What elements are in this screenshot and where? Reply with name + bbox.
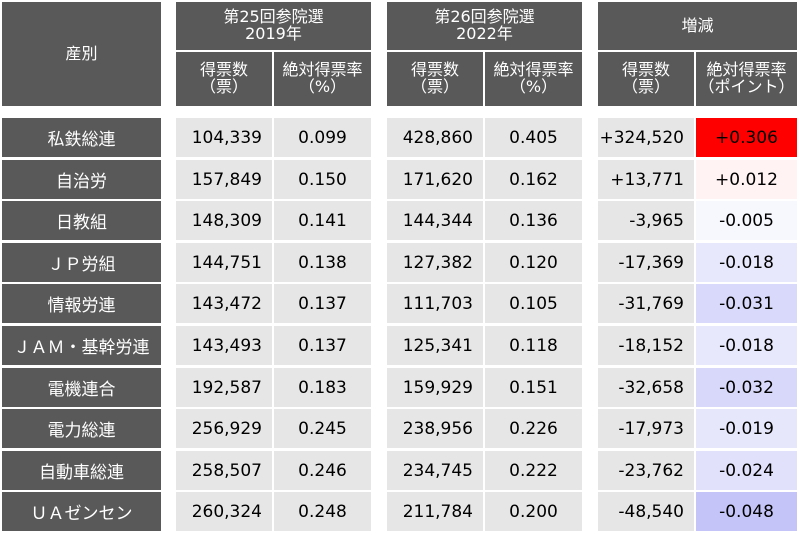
abs-rate-2022-cell: 0.118	[485, 326, 582, 365]
votes-2019-cell: 256,929	[176, 409, 272, 448]
change-rate-cell: -0.048	[696, 492, 797, 531]
change-rate-cell: -0.024	[696, 451, 797, 490]
abs-rate-2022-cell: 0.200	[485, 492, 582, 531]
votes-2019-cell: 258,507	[176, 451, 272, 490]
row-label: 自動車総連	[2, 451, 161, 490]
abs-rate-2022-cell: 0.136	[485, 201, 582, 240]
votes-2022-cell: 111,703	[387, 284, 483, 323]
election-2022-header: 第26回参院選 2022年	[387, 2, 582, 50]
abs-rate-2022-cell: 0.162	[485, 160, 582, 199]
votes-2019-cell: 143,493	[176, 326, 272, 365]
election-2019-header: 第25回参院選 2019年	[176, 2, 371, 50]
abs-rate-2022-cell: 0.105	[485, 284, 582, 323]
row-label: ＵＡゼンセン	[2, 492, 161, 531]
abs-rate-2022-cell: 0.405	[485, 118, 582, 157]
abs-rate-2022-cell: 0.222	[485, 451, 582, 490]
votes-2022-cell: 159,929	[387, 368, 483, 407]
change-votes-cell: -17,369	[598, 243, 694, 282]
change-votes-cell: -17,973	[598, 409, 694, 448]
votes-2019-cell: 260,324	[176, 492, 272, 531]
change-rate-cell: -0.019	[696, 409, 797, 448]
change-rate-cell: -0.032	[696, 368, 797, 407]
abs-rate-2022-cell: 0.151	[485, 368, 582, 407]
abs-rate-2019-cell: 0.246	[274, 451, 371, 490]
row-label: 日教組	[2, 201, 161, 240]
change-rate-header: 絶対得票率 （ポイント）	[696, 52, 797, 106]
abs-rate-2019-cell: 0.150	[274, 160, 371, 199]
change-votes-cell: -3,965	[598, 201, 694, 240]
change-votes-cell: +13,771	[598, 160, 694, 199]
votes-2019-header: 得票数 （票）	[176, 52, 272, 106]
votes-2022-cell: 428,860	[387, 118, 483, 157]
abs-rate-2022-header: 絶対得票率 （%）	[485, 52, 582, 106]
abs-rate-2019-cell: 0.141	[274, 201, 371, 240]
change-votes-cell: -23,762	[598, 451, 694, 490]
votes-2022-cell: 127,382	[387, 243, 483, 282]
votes-2019-cell: 192,587	[176, 368, 272, 407]
abs-rate-2022-cell: 0.120	[485, 243, 582, 282]
change-votes-cell: -31,769	[598, 284, 694, 323]
row-label: 電機連合	[2, 368, 161, 407]
votes-2022-cell: 171,620	[387, 160, 483, 199]
change-votes-cell: -18,152	[598, 326, 694, 365]
votes-2022-cell: 125,341	[387, 326, 483, 365]
row-label: 情報労連	[2, 284, 161, 323]
votes-2019-cell: 148,309	[176, 201, 272, 240]
abs-rate-2019-header: 絶対得票率 （%）	[274, 52, 371, 106]
votes-2019-cell: 157,849	[176, 160, 272, 199]
change-rate-cell: +0.306	[696, 118, 797, 157]
change-rate-cell: +0.012	[696, 160, 797, 199]
row-label: 自治労	[2, 160, 161, 199]
change-votes-cell: -32,658	[598, 368, 694, 407]
change-votes-cell: +324,520	[598, 118, 694, 157]
change-rate-cell: -0.018	[696, 243, 797, 282]
abs-rate-2019-cell: 0.099	[274, 118, 371, 157]
votes-2022-cell: 211,784	[387, 492, 483, 531]
abs-rate-2022-cell: 0.226	[485, 409, 582, 448]
change-rate-cell: -0.005	[696, 201, 797, 240]
votes-2019-cell: 104,339	[176, 118, 272, 157]
votes-2022-cell: 144,344	[387, 201, 483, 240]
abs-rate-2019-cell: 0.137	[274, 326, 371, 365]
change-rate-cell: -0.018	[696, 326, 797, 365]
change-header: 増減	[598, 2, 797, 50]
votes-2019-cell: 143,472	[176, 284, 272, 323]
row-label: 私鉄総連	[2, 118, 161, 157]
votes-2019-cell: 144,751	[176, 243, 272, 282]
row-label: 電力総連	[2, 409, 161, 448]
abs-rate-2019-cell: 0.183	[274, 368, 371, 407]
votes-2022-header: 得票数 （票）	[387, 52, 483, 106]
row-label: ＪＰ労組	[2, 243, 161, 282]
abs-rate-2019-cell: 0.248	[274, 492, 371, 531]
votes-2022-cell: 238,956	[387, 409, 483, 448]
abs-rate-2019-cell: 0.137	[274, 284, 371, 323]
change-votes-cell: -48,540	[598, 492, 694, 531]
change-rate-cell: -0.031	[696, 284, 797, 323]
votes-2022-cell: 234,745	[387, 451, 483, 490]
change-votes-header: 得票数 （票）	[598, 52, 694, 106]
abs-rate-2019-cell: 0.245	[274, 409, 371, 448]
category-header: 産別	[2, 2, 161, 106]
row-label: ＪＡＭ・基幹労連	[2, 326, 161, 365]
abs-rate-2019-cell: 0.138	[274, 243, 371, 282]
